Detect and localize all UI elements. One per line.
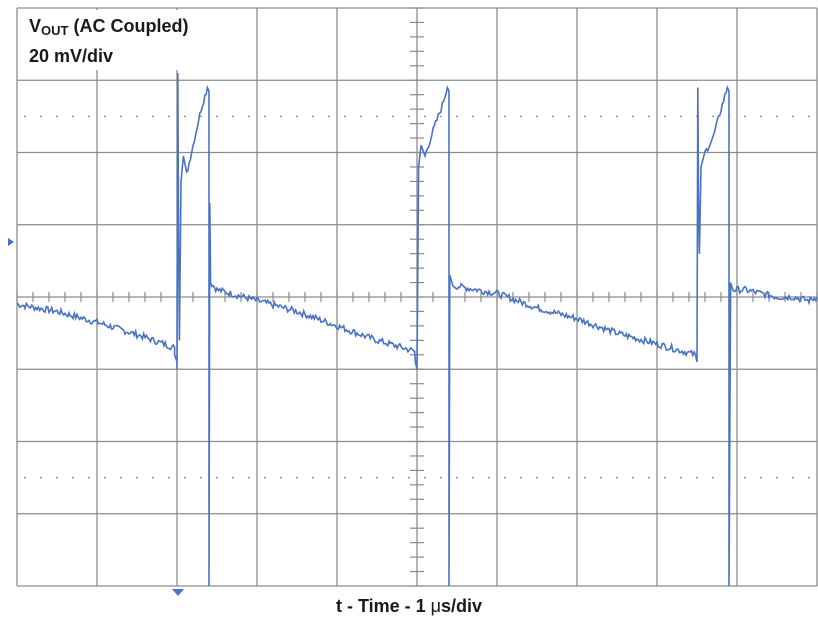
center-ticks [16,7,818,587]
ground-marker [8,238,14,246]
scale-label: 20 mV/div [29,46,114,66]
vout-trace [16,72,818,587]
annotation-box: VOUT (AC Coupled) 20 mV/div [19,10,237,70]
x-axis-label: t - Time - 1 μs/div [335,596,483,616]
dotted-guides [24,115,810,479]
trigger-marker [172,589,184,596]
vout-label: VOUT (AC Coupled) [29,16,189,38]
